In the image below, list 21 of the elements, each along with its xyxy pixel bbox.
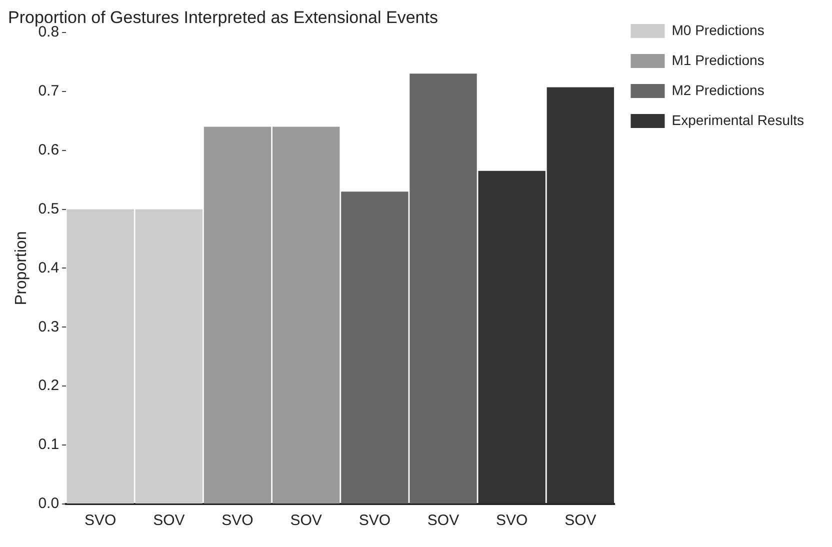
legend-label: M0 Predictions (672, 22, 764, 38)
legend-label: Experimental Results (672, 112, 804, 128)
y-tick-label: 0.4 (38, 259, 60, 276)
x-tick-label: SVO (496, 512, 528, 530)
y-tick-label: 0.3 (38, 318, 60, 336)
x-tick-label: SVO (358, 512, 391, 530)
x-tick-label: SVO (84, 512, 116, 530)
x-tick-label: SOV (564, 512, 596, 530)
x-tick-label: SOV (427, 512, 460, 530)
y-tick-label: 0.1 (38, 436, 60, 454)
legend-label: M1 Predictions (672, 52, 764, 68)
x-tick-label: SVO (222, 512, 254, 530)
y-axis-title: Proportion (13, 231, 30, 306)
legend-label: M2 Predictions (672, 82, 764, 98)
y-tick-label: 0.2 (38, 377, 60, 394)
y-tick-label: 0.0 (38, 495, 60, 512)
x-tick-label: SOV (290, 512, 322, 530)
y-tick-label: 0.6 (38, 141, 60, 158)
y-tick-label: 0.7 (38, 82, 60, 100)
y-tick-label: 0.5 (38, 200, 60, 218)
x-tick-label: SOV (153, 512, 185, 530)
